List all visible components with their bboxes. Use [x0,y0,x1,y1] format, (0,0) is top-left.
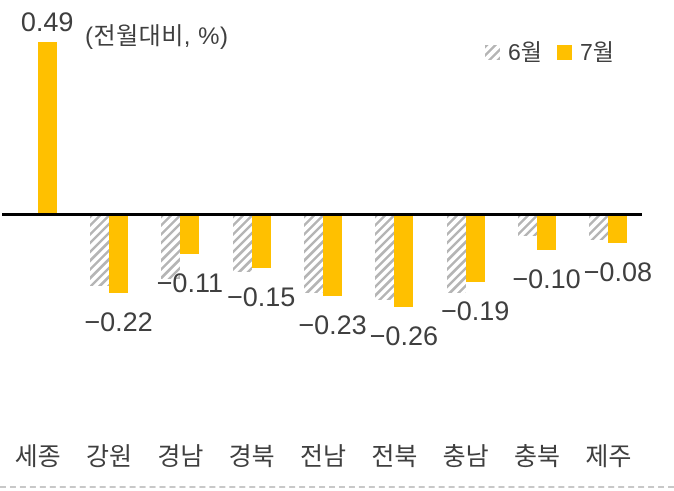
legend-label-july: 7월 [579,39,614,65]
value-label-july-5: −0.26 [369,321,438,352]
bar-june-6 [446,215,466,293]
x-axis-label-8: 제주 [585,443,632,471]
value-label-july-4: −0.23 [298,310,367,341]
bar-july-4 [323,215,342,297]
value-label-july-2: −0.11 [156,267,223,298]
legend-item-july: 7월 [556,39,614,65]
bar-july-3 [251,215,271,269]
x-axis-label-6: 충남 [442,443,489,471]
value-label-july-3: −0.15 [226,282,296,313]
x-axis-label-5: 전북 [371,443,418,471]
x-axis-label-1: 강원 [85,443,132,471]
bar-june-8 [589,215,609,240]
value-label-july-0: 0.49 [20,6,74,37]
plot-area: 0.49 −0.22 −0.11 −0.15 −0.23 −0.26 −0.19 −0.10−… [2,0,652,440]
bar-june-1 [90,215,109,286]
x-axis-label-4: 전남 [299,443,346,471]
bar-july-8 [608,215,628,244]
bar-june-4 [304,215,323,293]
value-label-july-6: −0.19 [440,296,510,327]
value-label-july-1: −0.22 [84,306,153,337]
chart-title: (전월대비, %) [85,23,229,50]
bar-july-6 [465,215,485,283]
bar-july-1 [109,215,128,293]
july-solid-swatch-icon [556,45,572,60]
x-axis-labels: 세종 강원 경남 경북 전남 전북 충남 충북 제주 [2,444,644,474]
value-label-july-7: −0.10 [512,264,581,295]
legend-label-june: 6월 [508,39,542,65]
x-axis-label-2: 경남 [157,443,204,471]
zero-axis-line [2,213,642,216]
bar-june-3 [232,215,252,272]
legend: 6월 7월 [485,41,614,64]
bar-july-0 [37,41,57,215]
x-axis-label-3: 경북 [228,443,275,471]
june-hatched-swatch-icon [485,45,500,60]
bottom-dashed-line [0,486,674,488]
bar-july-5 [394,215,414,308]
bar-july-2 [180,215,200,254]
bar-june-2 [161,215,181,279]
bar-june-5 [375,215,395,300]
bar-july-7 [537,215,556,251]
bar-june-7 [518,215,537,237]
x-axis-label-0: 세종 [14,443,61,471]
legend-item-june: 6월 [485,41,542,64]
value-label-july-8: −0.08 [583,257,652,288]
x-axis-label-7: 충북 [513,443,560,471]
